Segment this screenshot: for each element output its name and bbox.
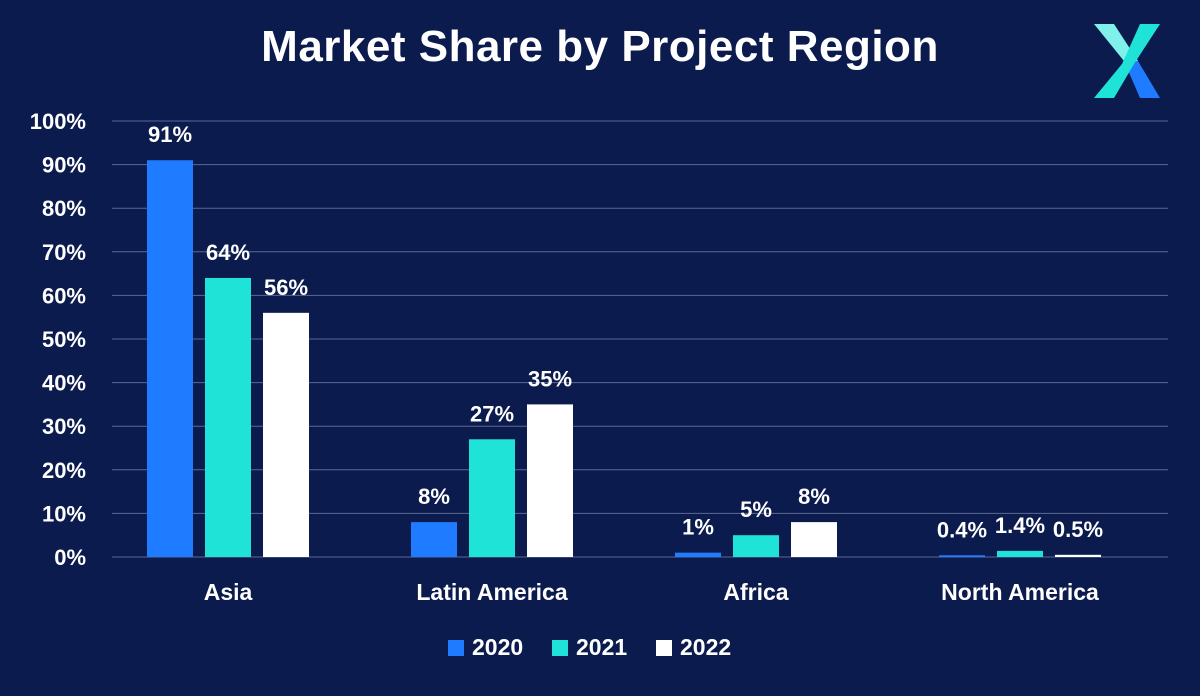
bar-2021-africa: [733, 535, 779, 557]
bar-2020-latin-america: [411, 522, 457, 557]
bar-2022-north-america: [1055, 554, 1101, 557]
data-label: 8%: [418, 484, 450, 509]
data-label: 91%: [148, 122, 192, 147]
legend-swatch: [656, 640, 672, 656]
legend-label: 2020: [472, 634, 523, 660]
bar-2020-africa: [675, 552, 721, 557]
data-label: 5%: [740, 497, 772, 522]
data-label: 1%: [682, 515, 714, 540]
data-label: 64%: [206, 240, 250, 265]
x-tick-label: Asia: [204, 579, 253, 605]
x-logo-icon: [1094, 24, 1160, 98]
data-label: 35%: [528, 366, 572, 391]
legend-swatch: [552, 640, 568, 656]
y-tick-label: 40%: [42, 371, 86, 396]
data-label: 27%: [470, 401, 514, 426]
y-tick-label: 80%: [42, 196, 86, 221]
bar-2021-latin-america: [469, 439, 515, 557]
data-label: 0.4%: [937, 517, 987, 542]
data-label: 8%: [798, 484, 830, 509]
bar-2020-asia: [147, 160, 193, 558]
bar-2020-north-america: [939, 555, 985, 557]
bar-2022-asia: [263, 312, 309, 557]
chart-title: Market Share by Project Region: [261, 22, 939, 71]
bar-2022-africa: [791, 522, 837, 557]
y-tick-label: 30%: [42, 414, 86, 439]
y-tick-label: 10%: [42, 501, 86, 526]
data-label: 0.5%: [1053, 517, 1103, 542]
legend-label: 2021: [576, 634, 627, 660]
data-label: 1.4%: [995, 513, 1045, 538]
y-tick-label: 70%: [42, 240, 86, 265]
y-tick-label: 90%: [42, 153, 86, 178]
data-label: 56%: [264, 275, 308, 300]
y-tick-label: 0%: [54, 545, 86, 570]
y-tick-label: 50%: [42, 327, 86, 352]
legend-label: 2022: [680, 634, 731, 660]
y-tick-label: 60%: [42, 283, 86, 308]
bar-2022-latin-america: [527, 404, 573, 557]
x-tick-label: Latin America: [416, 579, 567, 605]
y-tick-label: 20%: [42, 458, 86, 483]
legend-swatch: [448, 640, 464, 656]
x-tick-label: Africa: [723, 579, 788, 605]
bar-2021-north-america: [997, 550, 1043, 557]
y-tick-label: 100%: [30, 109, 86, 134]
x-tick-label: North America: [941, 579, 1099, 605]
bar-2021-asia: [205, 277, 251, 557]
